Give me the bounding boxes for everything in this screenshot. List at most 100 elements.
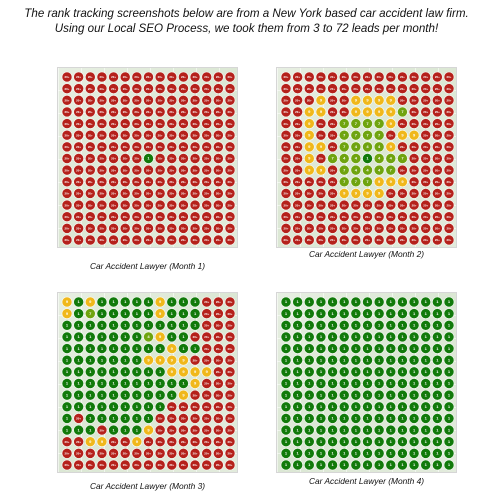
svg-text:20+: 20+ xyxy=(169,463,174,467)
svg-text:20+: 20+ xyxy=(318,238,323,242)
rank-marker: 1 xyxy=(397,401,408,413)
svg-text:20+: 20+ xyxy=(123,203,128,207)
svg-text:1: 1 xyxy=(285,392,288,397)
rank-marker: 9 xyxy=(350,106,362,118)
svg-text:9: 9 xyxy=(390,179,393,184)
svg-text:20+: 20+ xyxy=(158,452,163,456)
svg-text:20+: 20+ xyxy=(181,110,186,114)
svg-text:20+: 20+ xyxy=(181,145,186,149)
rank-marker: 20+ xyxy=(315,223,327,234)
rank-marker: 1 xyxy=(61,366,73,378)
rank-marker: 1 xyxy=(292,366,303,378)
svg-text:20+: 20+ xyxy=(193,238,198,242)
rank-marker: 1 xyxy=(73,378,84,389)
rank-marker: 20+ xyxy=(201,71,213,83)
svg-text:20+: 20+ xyxy=(158,122,163,126)
svg-text:1: 1 xyxy=(436,451,439,456)
svg-text:7: 7 xyxy=(331,156,334,161)
svg-text:1: 1 xyxy=(101,357,104,362)
svg-text:20+: 20+ xyxy=(423,238,428,242)
rank-marker: 20+ xyxy=(143,448,154,459)
rank-marker: 20+ xyxy=(73,211,84,223)
svg-text:20+: 20+ xyxy=(193,405,198,409)
rank-marker: 20+ xyxy=(213,296,224,308)
svg-text:20+: 20+ xyxy=(181,417,186,421)
svg-text:1: 1 xyxy=(297,311,300,316)
svg-text:20+: 20+ xyxy=(216,215,221,219)
rank-marker: 20+ xyxy=(96,188,108,199)
svg-text:20+: 20+ xyxy=(193,168,198,172)
svg-text:20+: 20+ xyxy=(181,428,186,432)
svg-text:20+: 20+ xyxy=(216,370,221,374)
rank-marker: 1 xyxy=(373,413,385,424)
rank-marker: 20+ xyxy=(166,188,178,199)
rank-marker: 1 xyxy=(315,389,327,401)
svg-text:1: 1 xyxy=(390,322,393,327)
rank-marker: 20+ xyxy=(189,401,201,413)
rank-marker: 20+ xyxy=(73,106,84,118)
rank-marker: 1 xyxy=(84,389,96,401)
svg-text:20+: 20+ xyxy=(146,145,151,149)
svg-text:1: 1 xyxy=(401,311,404,316)
svg-text:1: 1 xyxy=(378,427,381,432)
svg-text:1: 1 xyxy=(425,369,428,374)
rank-marker: 20+ xyxy=(315,71,327,83)
rank-marker: 9 xyxy=(154,296,166,308)
rank-marker: 20+ xyxy=(178,413,189,424)
svg-text:20+: 20+ xyxy=(146,75,151,79)
rank-marker: 1 xyxy=(292,319,303,331)
rank-marker: 20+ xyxy=(96,234,108,246)
svg-text:1: 1 xyxy=(124,299,127,304)
rank-marker: 20+ xyxy=(443,118,455,129)
rank-marker: 20+ xyxy=(154,129,166,141)
rank-marker: 20+ xyxy=(201,164,213,176)
svg-text:20+: 20+ xyxy=(158,192,163,196)
svg-text:1: 1 xyxy=(78,311,81,316)
svg-text:1: 1 xyxy=(331,322,334,327)
svg-text:1: 1 xyxy=(124,381,127,386)
rank-marker: 1 xyxy=(154,378,166,389)
svg-text:20+: 20+ xyxy=(365,87,370,91)
rank-marker: 20+ xyxy=(420,71,432,83)
rank-grid-month-3: 9 1 9 1 1 1 1 1 9 1 1 1 20+ 20+ 20+ 9 1 7 1 1 1 1 1 9 1 1 1 20+ 20+ 2… xyxy=(57,292,238,473)
rank-marker: 1 xyxy=(166,308,178,319)
svg-text:9: 9 xyxy=(308,144,311,149)
rank-marker: 20+ xyxy=(201,118,213,129)
rank-marker: 1 xyxy=(73,296,84,308)
svg-text:20+: 20+ xyxy=(134,238,139,242)
svg-text:20+: 20+ xyxy=(158,98,163,102)
svg-text:20+: 20+ xyxy=(158,417,163,421)
rank-marker: 1 xyxy=(432,459,443,471)
rank-marker: 1 xyxy=(362,448,373,459)
rank-marker: 20+ xyxy=(327,129,338,141)
rank-marker: 1 xyxy=(350,413,362,424)
svg-text:1: 1 xyxy=(436,427,439,432)
svg-text:20+: 20+ xyxy=(88,180,93,184)
rank-marker: 9 xyxy=(397,129,408,141)
rank-marker: 1 xyxy=(420,296,432,308)
svg-text:1: 1 xyxy=(355,416,358,421)
rank-marker: 20+ xyxy=(408,188,420,199)
svg-text:20+: 20+ xyxy=(307,180,312,184)
rank-marker: 20+ xyxy=(201,401,213,413)
rank-marker: 20+ xyxy=(303,223,315,234)
rank-marker: 20+ xyxy=(432,188,443,199)
rank-marker: 1 xyxy=(350,389,362,401)
svg-text:1: 1 xyxy=(436,322,439,327)
rank-marker: 1 xyxy=(385,424,397,436)
rank-marker: 1 xyxy=(73,343,84,354)
svg-text:1: 1 xyxy=(66,392,69,397)
rank-marker: 1 xyxy=(420,331,432,343)
rank-marker: 1 xyxy=(108,401,119,413)
rank-marker: 20+ xyxy=(292,199,303,211)
rank-marker: 1 xyxy=(432,343,443,354)
svg-text:20+: 20+ xyxy=(284,87,289,91)
rank-marker: 1 xyxy=(373,366,385,378)
svg-text:1: 1 xyxy=(66,416,69,421)
svg-text:20+: 20+ xyxy=(65,110,70,114)
rank-marker: 1 xyxy=(397,424,408,436)
svg-text:20+: 20+ xyxy=(193,227,198,231)
svg-text:1: 1 xyxy=(297,392,300,397)
svg-text:20+: 20+ xyxy=(99,192,104,196)
rank-marker: 1 xyxy=(131,378,143,389)
